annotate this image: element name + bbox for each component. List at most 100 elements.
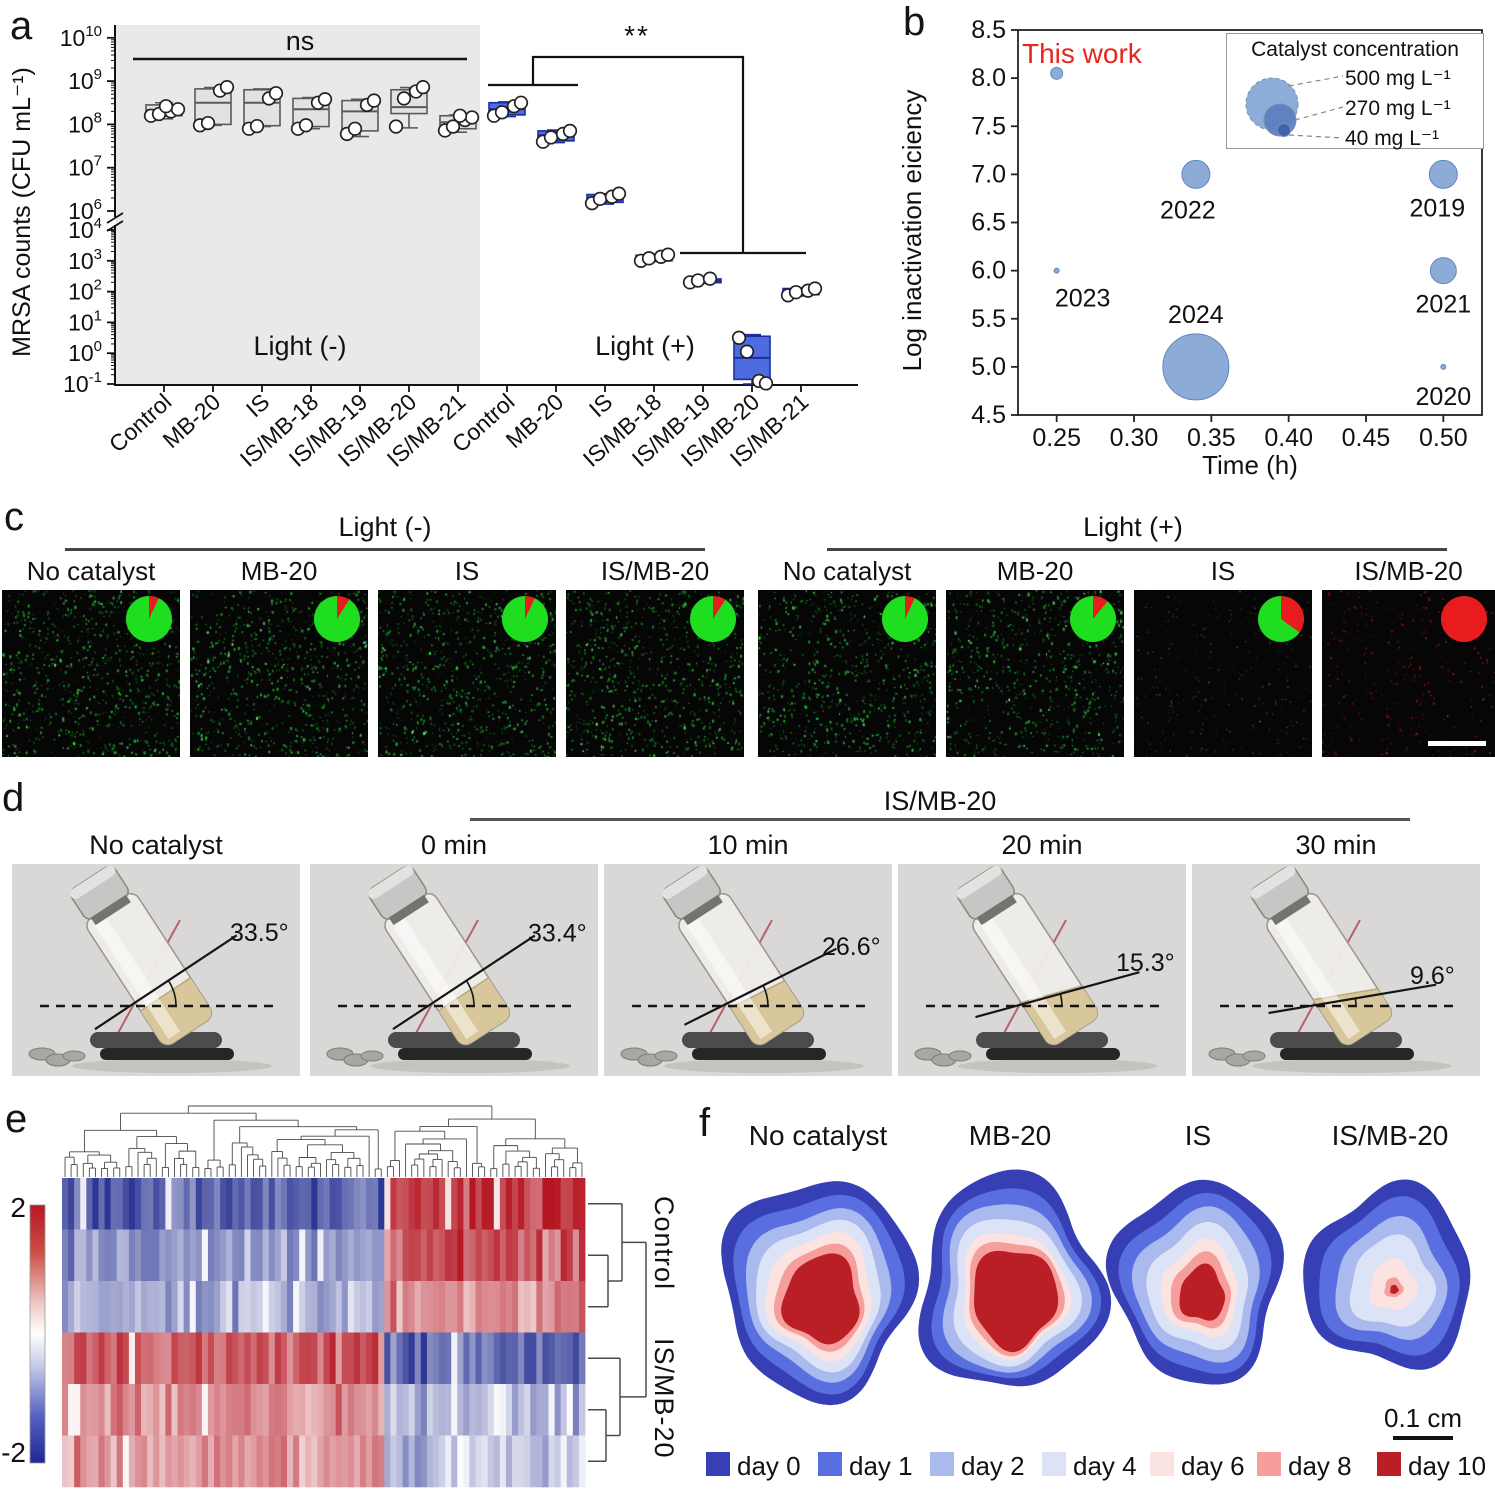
clamp-arm (90, 1032, 222, 1048)
contour-sample-label: MB-20 (968, 1120, 1052, 1151)
light-minus-header-rule (65, 548, 705, 551)
photo-label: 20 min (1001, 830, 1083, 860)
y-tick-label: 6.5 (971, 209, 1006, 237)
live-dead-pie (1070, 596, 1116, 642)
angle-label: 15.3° (1116, 949, 1175, 977)
colorbar (29, 1204, 46, 1464)
data-point (317, 92, 333, 107)
x-tick-label: 0.45 (1342, 424, 1391, 452)
data-point (641, 251, 657, 266)
year-label: 2020 (1416, 383, 1472, 411)
row-group-ismb20-label: IS/MB-20 (649, 1338, 680, 1459)
year-label: 2019 (1410, 194, 1466, 222)
data-point (758, 376, 774, 391)
bubble-2023 (1053, 267, 1060, 274)
y-tick-label: 106 (68, 196, 102, 224)
micrograph-label: IS/MB-20 (600, 556, 710, 586)
cap-band (682, 894, 723, 926)
light-plus-header-rule (827, 548, 1447, 551)
year-label: 2022 (1160, 196, 1216, 224)
live-dead-pie (502, 596, 548, 642)
light-plus-header: Light (+) (1083, 512, 1183, 542)
contour-sample-label: IS (1184, 1120, 1212, 1151)
angle-arc (1354, 998, 1357, 1007)
clamp-arm (1270, 1032, 1402, 1048)
surface-angle-line (94, 934, 238, 1031)
panel-d-letter: d (2, 776, 25, 820)
micrograph-tile (1134, 590, 1312, 757)
floor-shadow (370, 1059, 570, 1073)
photo-label: 30 min (1295, 830, 1377, 860)
colorbar-min-label: -2 (1, 1437, 26, 1468)
wound-contour-3 (1303, 1179, 1471, 1370)
row-dendrogram (588, 1203, 647, 1463)
tilt-series-header: IS/MB-20 (883, 786, 997, 816)
cap-band (388, 894, 429, 926)
surface-angle-line (975, 971, 1140, 1019)
vial (662, 865, 808, 1049)
angle-arc (762, 985, 769, 1007)
contour-chart (721, 1169, 1471, 1406)
bubble-size-legend-title: Catalyst concentration (1251, 38, 1459, 61)
floor-shadow (664, 1059, 864, 1073)
bubble-chart: 4.5 5.0 5.5 6.0 6.5 7.0 7.5 8.0 8.5 0.25 0.30 0.35 0… (971, 16, 1483, 452)
y-tick-label: 101 (68, 307, 102, 335)
data-point (200, 115, 216, 131)
data-point (513, 95, 529, 110)
data-point (388, 119, 404, 134)
row-group-control-label: Control (649, 1196, 680, 1291)
column-dendrogram (64, 1105, 583, 1177)
micrograph-tile (946, 590, 1124, 757)
data-point (543, 130, 559, 145)
legend-swatch (930, 1452, 954, 1476)
data-point (249, 118, 265, 134)
y-tick-label: 7.0 (971, 160, 1006, 188)
data-point (396, 91, 412, 106)
photo-label: 10 min (707, 830, 789, 860)
legend-label: day 10 (1408, 1451, 1487, 1481)
bubble-2022 (1181, 159, 1211, 189)
legend-entry-label: 500 mg L⁻¹ (1345, 67, 1451, 90)
x-tick-label: MB-20 (501, 388, 569, 453)
data-point (494, 105, 510, 120)
data-point (170, 102, 186, 117)
liquid (140, 977, 216, 1049)
y-tick-label: 109 (68, 66, 102, 94)
clamp-arm (976, 1032, 1108, 1048)
cap-band (1270, 894, 1311, 926)
data-point (366, 93, 382, 108)
live-dead-pie (1441, 596, 1487, 642)
y-tick-label: 108 (68, 109, 102, 137)
light-minus-label: Light (-) (253, 331, 347, 361)
micrograph-scale-bar (1428, 741, 1486, 746)
data-point (807, 281, 823, 296)
glass-highlight (685, 915, 773, 1039)
contour-day-6 (1179, 1263, 1226, 1321)
data-point (739, 344, 755, 359)
data-point (452, 108, 468, 123)
x-tick-label: IS (584, 388, 618, 422)
data-point (690, 273, 706, 288)
floor-shadow (72, 1059, 272, 1073)
significance-stars: ** (624, 20, 650, 51)
legend-entry-label: 40 mg L⁻¹ (1345, 127, 1439, 150)
angle-arc (1059, 993, 1063, 1007)
glass-highlight (391, 915, 479, 1039)
y-tick-label: 100 (68, 338, 102, 366)
legend-bubble (1277, 123, 1291, 137)
clamp-base (398, 1048, 532, 1060)
micrograph-tile (190, 590, 368, 757)
contour-sample-label: IS/MB-20 (1331, 1120, 1449, 1151)
x-tick-label: 0.30 (1110, 424, 1159, 452)
panel-c-letter: c (4, 495, 24, 539)
micrograph-label: No catalyst (782, 556, 912, 586)
year-label: 2021 (1416, 291, 1472, 319)
data-point (731, 330, 747, 345)
boxplot-y-axis-label: MRSA counts (CFU mL⁻¹) (8, 67, 36, 357)
tilt-series-header-rule (470, 818, 1410, 821)
angle-label: 26.6° (822, 933, 881, 961)
legend-leader-line (1288, 134, 1344, 139)
data-point (445, 119, 461, 134)
vial-photo: 9.6° (1192, 864, 1480, 1076)
